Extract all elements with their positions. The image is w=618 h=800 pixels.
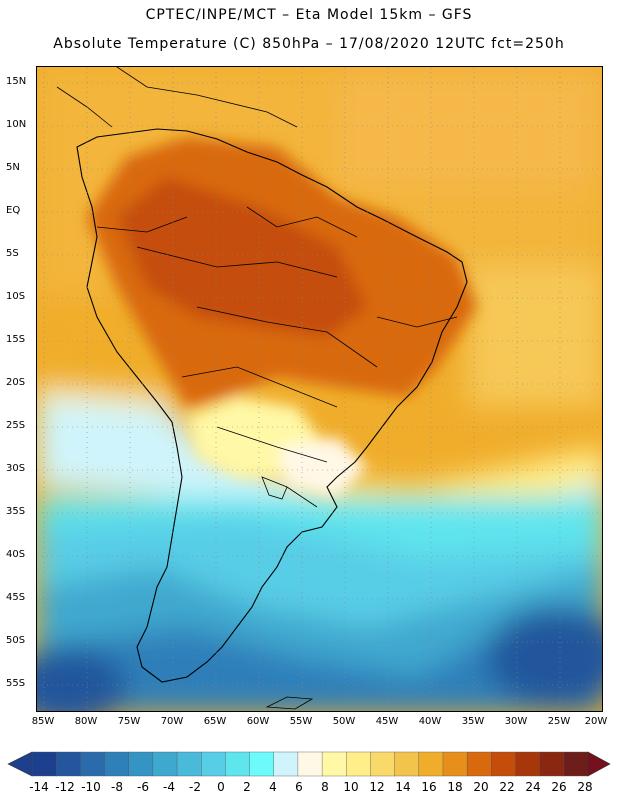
lon-label: 45W	[375, 716, 399, 727]
lat-label: 5S	[6, 248, 19, 259]
colorbar-label: 24	[525, 780, 541, 794]
colorbar-label: -10	[81, 780, 101, 794]
colorbar-label: 14	[395, 780, 411, 794]
lat-label: 10N	[6, 119, 27, 130]
lat-label: 20S	[6, 377, 26, 388]
colorbar-cell	[515, 751, 541, 777]
colorbar-label: 22	[499, 780, 515, 794]
lon-label: 20W	[584, 716, 608, 727]
colorbar-label: 20	[473, 780, 489, 794]
colorbar-label: -8	[111, 780, 123, 794]
colorbar-label: -12	[55, 780, 75, 794]
colorbar-label: 8	[321, 780, 329, 794]
lat-label: 30S	[6, 463, 26, 474]
colorbar-label: 28	[577, 780, 593, 794]
lat-label: 25S	[6, 420, 26, 431]
colorbar-label: 12	[369, 780, 385, 794]
lon-label: 75W	[117, 716, 141, 727]
colorbar-cell	[491, 751, 516, 777]
lon-label: 35W	[461, 716, 485, 727]
colorbar-cell	[370, 751, 396, 777]
colorbar-label: 26	[551, 780, 567, 794]
lon-label: 80W	[74, 716, 98, 727]
lon-label: 60W	[246, 716, 270, 727]
colorbar-label: 6	[295, 780, 303, 794]
lat-label: 5N	[6, 162, 20, 173]
colorbar-label: 10	[343, 780, 359, 794]
temperature-field	[37, 67, 602, 711]
lat-label: 35S	[6, 506, 26, 517]
colorbar-cell	[201, 751, 226, 777]
lat-label: 10S	[6, 291, 26, 302]
lat-label: 50S	[6, 635, 26, 646]
lon-label: 55W	[289, 716, 313, 727]
lat-label: 15N	[6, 76, 27, 87]
colorbar-over-arrow	[587, 751, 611, 777]
temperature-map	[37, 67, 602, 711]
warm-continent	[87, 137, 477, 497]
lat-label: 40S	[6, 549, 26, 560]
colorbar-cell	[563, 751, 589, 777]
colorbar	[7, 751, 611, 777]
colorbar-cell	[321, 751, 347, 777]
colorbar-under-arrow	[7, 751, 33, 777]
chart-title-line2: Absolute Temperature (C) 850hPa – 17/08/…	[53, 36, 565, 52]
colorbar-label: -14	[29, 780, 49, 794]
chart-title-line1: CPTEC/INPE/MCT – Eta Model 15km – GFS	[145, 7, 473, 23]
lat-label: 15S	[6, 334, 26, 345]
colorbar-cell	[104, 751, 130, 777]
lat-label: EQ	[6, 205, 21, 216]
colorbar-label: -6	[137, 780, 149, 794]
lat-label: 55S	[6, 678, 26, 689]
lon-label: 40W	[418, 716, 442, 727]
lon-label: 65W	[203, 716, 227, 727]
colorbar-cell	[346, 751, 371, 777]
colorbar-cell	[418, 751, 444, 777]
lon-label: 25W	[547, 716, 571, 727]
colorbar-cell	[152, 751, 178, 777]
colorbar-cell	[225, 751, 251, 777]
colorbar-cell	[273, 751, 299, 777]
lon-label: 50W	[332, 716, 356, 727]
colorbar-label: 16	[421, 780, 437, 794]
continent-outlines	[56, 67, 468, 710]
colorbar-label: 2	[243, 780, 251, 794]
colorbar-label: -4	[163, 780, 175, 794]
colorbar-label: 0	[217, 780, 225, 794]
colorbar-cell	[176, 751, 202, 777]
colorbar-cell	[249, 751, 275, 777]
lon-label: 85W	[31, 716, 55, 727]
lat-label: 45S	[6, 592, 26, 603]
colorbar-cell	[297, 751, 323, 777]
map-frame[interactable]	[36, 66, 603, 712]
lon-label: 70W	[160, 716, 184, 727]
colorbar-label: -2	[189, 780, 201, 794]
colorbar-cell	[55, 751, 81, 777]
colorbar-label: 18	[447, 780, 463, 794]
colorbar-cell	[539, 751, 565, 777]
colorbar-label: 4	[269, 780, 277, 794]
lon-label: 30W	[504, 716, 528, 727]
colorbar-cell	[31, 751, 57, 777]
colorbar-cell	[442, 751, 468, 777]
colorbar-cell	[80, 751, 106, 777]
colorbar-cell	[394, 751, 420, 777]
colorbar-cell	[466, 751, 492, 777]
colorbar-cell	[128, 751, 154, 777]
